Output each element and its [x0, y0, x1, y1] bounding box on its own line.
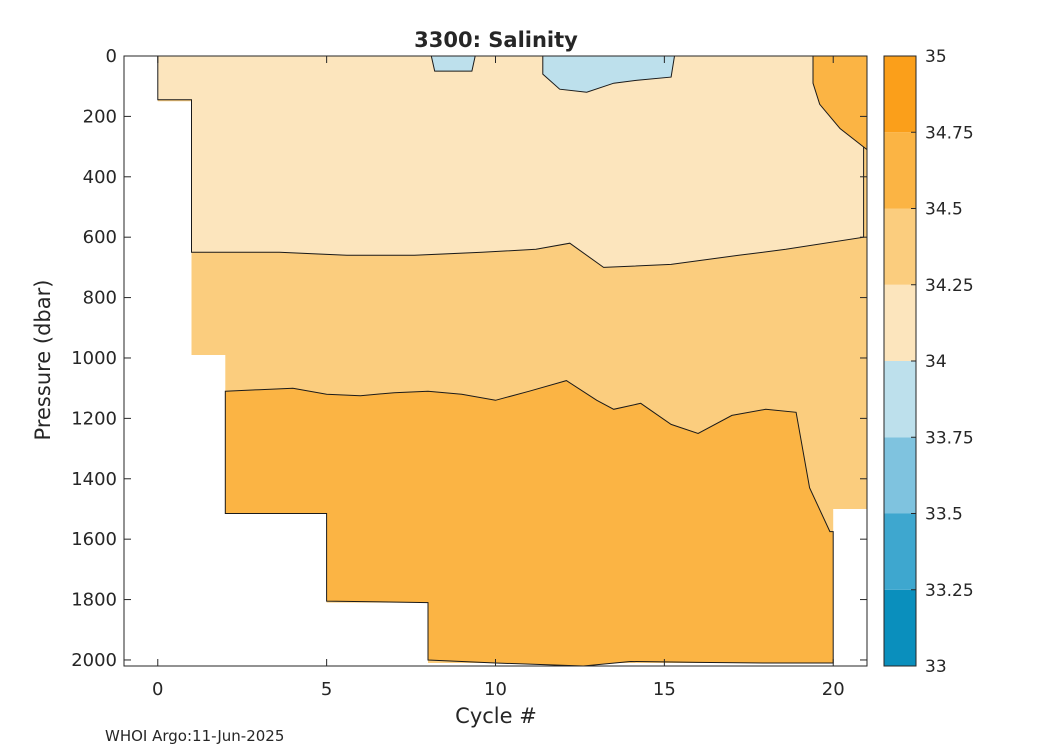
axes: 0 5 10 15 2002004006008001000120014001600180…	[71, 46, 868, 700]
x-axis-label: Cycle #	[455, 704, 537, 728]
colorbar-tick-label: 33	[925, 657, 947, 677]
y-tick-label: 1400	[71, 469, 117, 490]
y-tick-label: 1600	[71, 529, 117, 550]
colorbar-band	[884, 132, 916, 209]
colorbar-tick-label: 33.5	[925, 505, 963, 525]
y-tick-label: 600	[83, 227, 117, 248]
y-tick-label: 800	[83, 288, 117, 309]
colorbar-band	[884, 589, 916, 666]
x-tick-label: 5	[321, 679, 332, 700]
colorbar-tick-label: 34.75	[925, 123, 974, 143]
y-tick-label: 400	[83, 167, 117, 188]
y-tick-label: 1800	[71, 590, 117, 611]
chart-title: 3300: Salinity	[414, 28, 578, 52]
y-axis-label: Pressure (dbar)	[31, 280, 55, 441]
x-tick-label: 10	[484, 679, 507, 700]
colorbar-tick-label: 33.25	[925, 581, 974, 601]
colorbar-tick-label: 34.5	[925, 200, 963, 220]
y-tick-label: 200	[83, 106, 117, 127]
colorbar-band	[884, 284, 916, 361]
colorbar-band	[884, 56, 916, 133]
contour-region-3	[542, 55, 676, 93]
contour-region-5	[224, 380, 834, 667]
y-tick-label: 0	[106, 46, 117, 67]
colorbar-band	[884, 208, 916, 285]
colorbar-band	[884, 361, 916, 438]
x-tick-label: 15	[653, 679, 676, 700]
colorbar-tick-label: 34	[925, 352, 947, 372]
y-tick-label: 1200	[71, 408, 117, 429]
contour-region-2	[430, 55, 476, 72]
colorbar-tick-label: 34.25	[925, 276, 974, 296]
contour-region-1	[157, 55, 865, 268]
x-tick-label: 20	[822, 679, 845, 700]
colorbar-band	[884, 437, 916, 514]
colorbar-band	[884, 513, 916, 590]
x-tick-label: 0	[152, 679, 163, 700]
y-tick-label: 2000	[71, 650, 117, 671]
credit-label: WHOI Argo:11-Jun-2025	[105, 727, 284, 745]
colorbar-tick-label: 33.75	[925, 428, 974, 448]
colorbar: 33 33.25 33.5 33.75 34 34.25 34.5 34.75 35	[883, 47, 974, 677]
plot-area	[124, 55, 868, 667]
colorbar-tick-label: 35	[925, 47, 947, 67]
y-tick-label: 1000	[71, 348, 117, 369]
